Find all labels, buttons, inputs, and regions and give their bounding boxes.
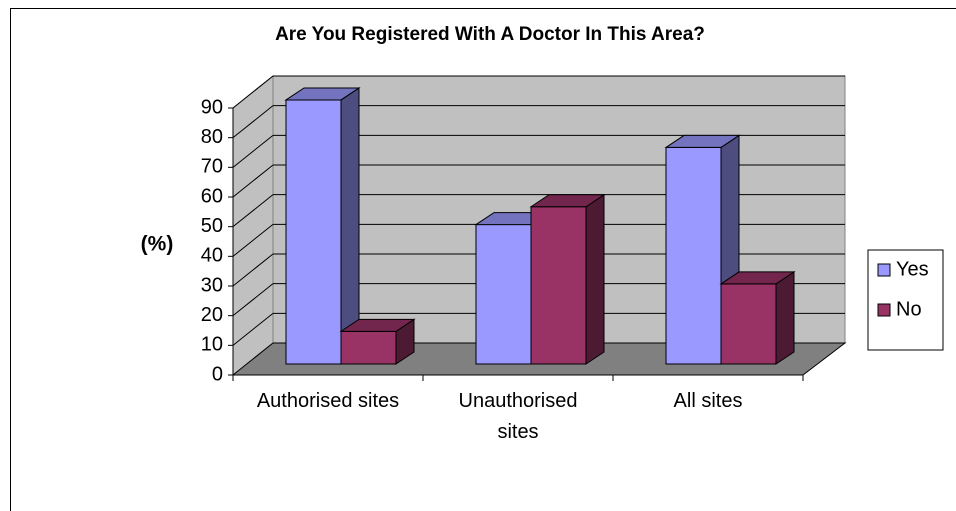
x-tick-label: Unauthorised sites xyxy=(458,390,578,443)
grid-line xyxy=(232,312,274,346)
grid-line xyxy=(232,75,274,109)
bar-top xyxy=(339,318,416,332)
legend-label: No xyxy=(896,298,922,320)
y-tick-label: 50 xyxy=(201,215,223,237)
grid-line xyxy=(232,194,274,228)
legend-swatch xyxy=(877,263,891,277)
y-tick-label: 30 xyxy=(201,274,223,296)
y-axis-label: (%) xyxy=(141,233,174,256)
legend-label: Yes xyxy=(896,258,929,280)
y-tick-label: 90 xyxy=(201,96,223,118)
grid-line xyxy=(232,164,274,198)
y-tick-label: 20 xyxy=(201,304,223,326)
bar-top xyxy=(719,271,796,285)
bar-side xyxy=(775,270,795,365)
x-tick-label: All sites xyxy=(673,390,743,412)
grid-line xyxy=(232,253,274,287)
bar xyxy=(475,224,532,365)
grid-line xyxy=(232,105,274,139)
bar-top xyxy=(284,87,361,101)
bar xyxy=(285,99,342,365)
grid-line xyxy=(232,223,274,257)
bar xyxy=(720,283,777,365)
bar xyxy=(530,206,587,365)
grid-line xyxy=(232,134,274,168)
chart-title: Are You Registered With A Doctor In This… xyxy=(275,24,705,45)
grid-line xyxy=(232,283,274,317)
x-tick-label: Authorised sites xyxy=(256,390,400,412)
bar xyxy=(340,330,397,365)
bar-side xyxy=(585,193,605,365)
bar-top xyxy=(529,194,606,208)
y-tick-label: 60 xyxy=(201,185,223,207)
bar-top xyxy=(664,134,741,148)
y-tick-label: 80 xyxy=(201,126,223,148)
y-tick-label: 40 xyxy=(201,245,223,267)
side-wall xyxy=(232,74,274,377)
bar xyxy=(665,146,722,365)
y-tick-label: 70 xyxy=(201,156,223,178)
legend-swatch xyxy=(877,303,891,317)
y-tick-label: 10 xyxy=(201,334,223,356)
y-tick-label: 0 xyxy=(212,363,223,385)
